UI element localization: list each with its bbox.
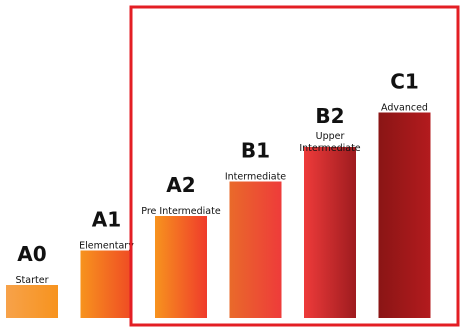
level-name-b1: Intermediate bbox=[225, 172, 286, 183]
level-name-b2-line-1: Upper bbox=[316, 131, 345, 142]
bar-a1 bbox=[80, 250, 133, 318]
level-name-a2: Pre Intermediate bbox=[141, 206, 221, 217]
level-code-a1: A1 bbox=[92, 208, 121, 232]
bar-a0 bbox=[6, 285, 58, 318]
bar-c1 bbox=[378, 112, 431, 318]
level-name-a1: Elementary bbox=[79, 241, 134, 252]
level-code-c1: C1 bbox=[390, 70, 419, 94]
bar-b2 bbox=[304, 147, 356, 318]
level-code-b1: B1 bbox=[241, 139, 270, 163]
level-code-a0: A0 bbox=[17, 242, 46, 266]
level-code-b2: B2 bbox=[315, 104, 344, 128]
bar-b1 bbox=[229, 181, 282, 318]
highlight-layer bbox=[129, 5, 460, 327]
level-name-b2-line-2: Intermediate bbox=[299, 143, 360, 154]
bars-layer bbox=[6, 112, 431, 318]
level-code-a2: A2 bbox=[166, 173, 195, 197]
level-name-a0: Starter bbox=[16, 275, 49, 286]
bar-a2 bbox=[155, 216, 207, 318]
highlight-frame bbox=[129, 5, 460, 327]
level-name-c1: Advanced bbox=[381, 103, 428, 114]
labels-layer: A0 Starter A1 Elementary A2 Pre Intermediate B… bbox=[16, 70, 428, 287]
